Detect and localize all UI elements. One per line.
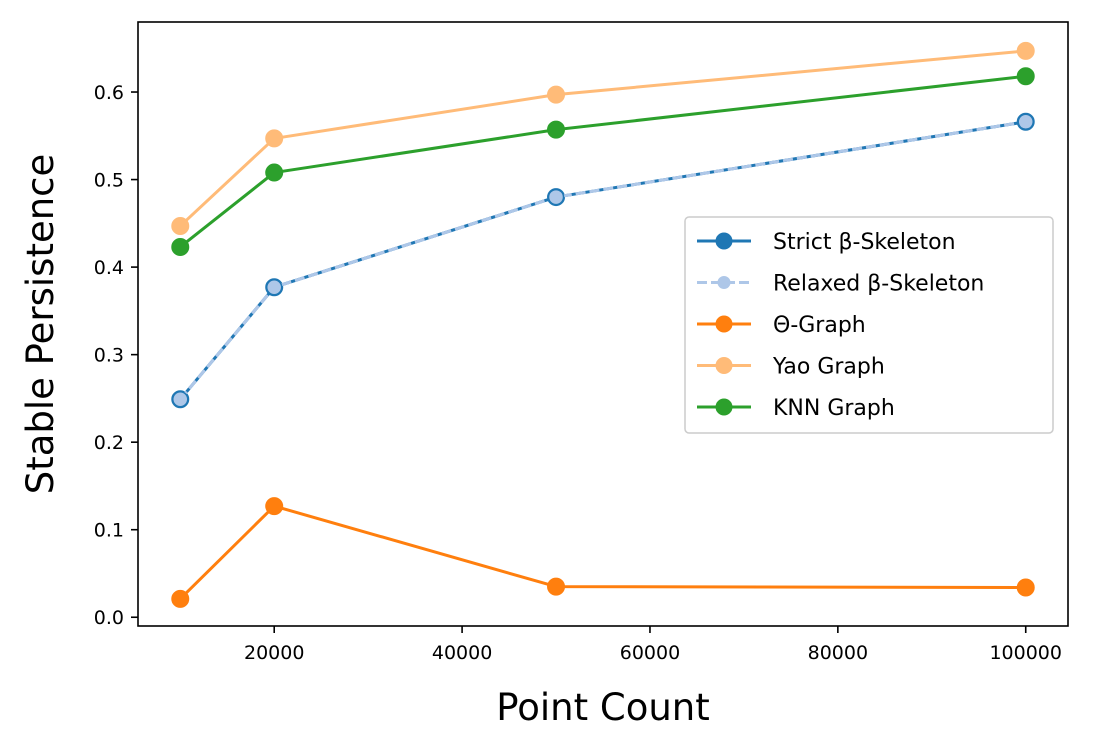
data-point	[547, 188, 565, 206]
series-4	[171, 67, 1035, 256]
legend-label: Relaxed β-Skeleton	[773, 272, 984, 297]
legend-marker-sample	[715, 232, 733, 250]
legend-marker-sample	[715, 357, 733, 374]
series-line	[179, 74, 1026, 249]
data-point	[265, 129, 284, 148]
legend-entry: Strict β-Skeleton	[697, 230, 956, 255]
legend-marker-sample	[715, 315, 733, 333]
y-tick-label: 0.6	[94, 82, 124, 104]
legend-entry: Yao Graph	[697, 355, 885, 380]
data-point	[171, 216, 190, 235]
series-1	[172, 113, 1034, 408]
legend-label: KNN Graph	[773, 396, 895, 421]
data-point	[171, 237, 190, 256]
data-point	[1016, 67, 1035, 86]
x-tick-label: 40000	[432, 642, 492, 664]
series-3	[171, 41, 1035, 235]
legend-entry: KNN Graph	[697, 396, 895, 421]
legend-box	[684, 216, 1054, 434]
series-line	[179, 49, 1026, 228]
legend-entry: Θ-Graph	[697, 313, 866, 338]
data-point	[547, 120, 566, 139]
x-axis-label: Point Count	[496, 686, 710, 729]
data-point	[265, 278, 283, 296]
y-tick-label: 0.0	[94, 607, 124, 629]
x-tick-label: 80000	[808, 642, 868, 664]
data-point	[265, 163, 284, 182]
series-line	[179, 120, 1026, 401]
data-point	[265, 497, 284, 516]
y-tick-label: 0.3	[94, 345, 124, 367]
axes: 20000 40000 60000 80000 100000 0.0 0.1 0.2 0.3 0.…	[94, 21, 1069, 664]
y-tick-label: 0.1	[94, 520, 124, 542]
legend-entry: Relaxed β-Skeleton	[697, 272, 984, 297]
y-tick-label: 0.4	[94, 257, 124, 279]
series-line	[179, 504, 1026, 600]
data-point	[547, 577, 566, 596]
data-point	[1017, 113, 1034, 131]
data-point	[171, 589, 190, 608]
data-point	[1016, 578, 1035, 597]
x-tick-label: 60000	[620, 642, 680, 664]
data-point	[547, 85, 566, 104]
data-point	[1016, 41, 1035, 60]
data-point	[172, 391, 189, 408]
plot-area	[171, 41, 1035, 608]
y-tick-label: 0.2	[94, 432, 124, 454]
legend-marker-sample	[717, 276, 731, 289]
y-tick-label: 0.5	[94, 170, 124, 192]
legend-marker-sample	[715, 398, 733, 416]
y-axis-label: Stable Persistence	[19, 154, 62, 495]
x-tick-label: 100000	[989, 642, 1062, 664]
legend-label: Θ-Graph	[773, 313, 866, 338]
legend-label: Yao Graph	[772, 355, 885, 380]
series-2	[171, 497, 1035, 608]
axes-frame	[137, 21, 1069, 627]
legend-label: Strict β-Skeleton	[773, 230, 956, 255]
legend: Strict β-Skeleton Relaxed β-Skeleton Θ-Gra…	[684, 216, 1054, 434]
x-tick-label: 20000	[244, 642, 304, 664]
